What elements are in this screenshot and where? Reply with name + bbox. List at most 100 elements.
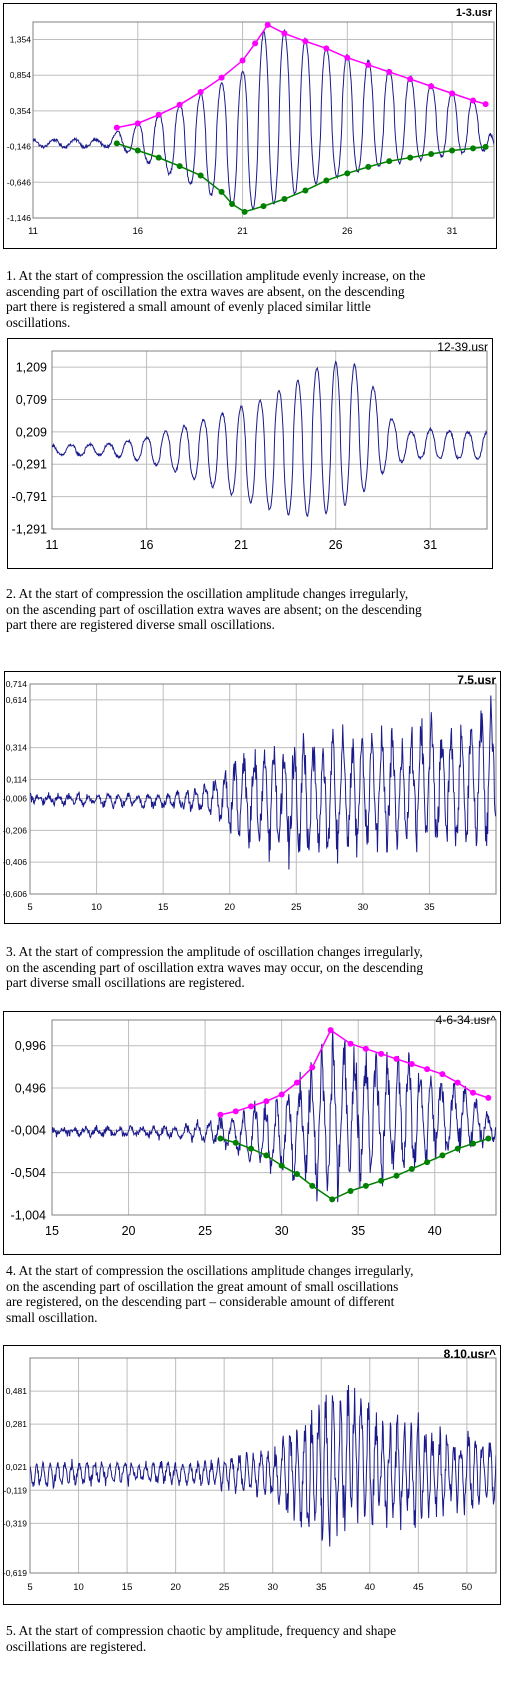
y-tick-label: 0,481 (6, 1386, 28, 1396)
x-tick-label: 30 (275, 1224, 289, 1238)
lower_envelope-point (485, 1135, 492, 1142)
y-tick-label: 0,709 (16, 393, 47, 407)
lower_envelope-point (309, 1182, 316, 1189)
lower_envelope-point (281, 196, 288, 203)
x-tick-label: 15 (122, 1582, 133, 1593)
chart-title: 8.10.usr^ (444, 1347, 496, 1361)
caption-1: 1. At the start of compression the oscil… (6, 268, 426, 330)
lower_envelope-point (470, 145, 477, 152)
y-tick-label: -0,646 (7, 177, 31, 187)
x-tick-label: 25 (219, 1582, 230, 1593)
x-tick-label: 30 (267, 1582, 278, 1593)
upper_envelope-point (428, 83, 435, 90)
plot-area (32, 21, 495, 219)
y-tick-label: 0,114 (6, 774, 27, 784)
chart-frame (3, 3, 497, 249)
x-tick-label: 10 (91, 902, 102, 913)
lower_envelope-point (347, 1187, 354, 1194)
upper_envelope-point (232, 1108, 239, 1115)
y-tick-label: -0,406 (3, 857, 27, 867)
lower_envelope-point (248, 1145, 255, 1152)
figure-1: 1,354 0,854 0,354 -0,146 -0,646 -1,146 11 16 21 2… (0, 0, 505, 330)
x-tick-label: 20 (122, 1224, 136, 1238)
y-tick-label: 0,854 (10, 70, 32, 80)
x-tick-label: 35 (351, 1224, 365, 1238)
x-tick-label: 35 (424, 902, 435, 913)
y-tick-label: 0,209 (16, 425, 47, 439)
upper_envelope-point (439, 1071, 446, 1078)
signal-line (30, 695, 496, 870)
upper_envelope-point (470, 97, 477, 104)
y-tick-label: 1,354 (10, 35, 32, 45)
x-tick-label: 40 (428, 1224, 442, 1238)
x-tick-label: 20 (170, 1582, 181, 1593)
y-tick-label: -0,504 (11, 1166, 46, 1180)
x-tick-label: 40 (365, 1582, 376, 1593)
x-tick-label: 25 (198, 1224, 212, 1238)
chart-2-svg: 1,209 0,709 0,209 -0,291 -0,791 -1,291 11 16 21 2… (7, 338, 493, 569)
chart-title: 12-39.usr (437, 340, 488, 354)
lower_envelope-point (378, 1177, 385, 1184)
lower_envelope-point (217, 1135, 224, 1142)
x-tick-label: 31 (423, 538, 437, 552)
x-tick-label: 16 (132, 226, 143, 237)
lower_envelope-point (329, 1196, 336, 1203)
lower_envelope-point (482, 143, 489, 150)
y-tick-label: 1,209 (16, 361, 47, 375)
upper_envelope-point (449, 90, 456, 97)
figure-4: 0,996 0,496 -0,004 -0,504 -1,004 15 20 25 30 35 40… (0, 1008, 505, 1348)
upper_envelope-point (393, 1055, 400, 1062)
lower_envelope-point (344, 170, 351, 177)
plot-area (29, 683, 497, 895)
upper_envelope-point (218, 74, 225, 81)
upper_envelope-point (470, 1089, 477, 1096)
upper_envelope-point (378, 1050, 385, 1057)
y-tick-label: 0,314 (6, 743, 28, 753)
signal-line (52, 1028, 496, 1203)
y-tick-label: -0,291 (12, 458, 47, 472)
lower_envelope-point (293, 1171, 300, 1178)
y-tick-label: 0,354 (10, 106, 32, 116)
lower_envelope-point (393, 1172, 400, 1179)
plot-area (51, 350, 488, 530)
x-tick-label: 31 (447, 226, 458, 237)
lower_envelope-point (454, 1145, 461, 1152)
lower_envelope-point (218, 188, 225, 195)
x-tick-label: 50 (462, 1582, 473, 1593)
upper_envelope-point (485, 1094, 492, 1101)
x-tick-label: 26 (329, 538, 343, 552)
upper_envelope-point (302, 38, 309, 45)
x-tick-label: 20 (224, 902, 235, 913)
upper_envelope-point (408, 1061, 415, 1068)
y-tick-label: -0,206 (3, 825, 27, 835)
y-tick-label: -0,146 (7, 142, 31, 152)
upper_envelope-point (482, 101, 489, 108)
x-tick-label: 5 (27, 902, 32, 913)
lower_envelope-point (113, 140, 120, 147)
upper_envelope-point (217, 1111, 224, 1118)
lower_envelope-point (362, 1182, 369, 1189)
y-tick-label: 0,996 (15, 1039, 46, 1053)
y-tick-label: -1,004 (11, 1208, 46, 1222)
chart-frame (3, 1011, 501, 1255)
lower_envelope-point (408, 1165, 415, 1172)
y-tick-label: 0,496 (15, 1081, 46, 1095)
lower_envelope-point (470, 1140, 477, 1147)
lower_envelope-point (439, 1152, 446, 1159)
upper_envelope-line (116, 23, 486, 129)
y-tick-label: -0,006 (3, 794, 27, 804)
x-tick-label: 26 (342, 226, 353, 237)
x-tick-label: 5 (27, 1582, 32, 1593)
upper_envelope-point (344, 54, 351, 61)
upper_envelope-point (386, 68, 393, 75)
lower_envelope-point (229, 201, 236, 208)
caption-2: 2. At the start of compression the oscil… (6, 586, 422, 632)
y-tick-label: -1,146 (7, 213, 31, 223)
lower_envelope-point (197, 172, 204, 179)
upper_envelope-point (263, 1098, 270, 1105)
lower_envelope-point (449, 147, 456, 154)
y-tick-label: 0,021 (6, 1462, 28, 1472)
plot-area (51, 1019, 497, 1216)
chart-frame (4, 671, 501, 924)
upper_envelope-point (264, 21, 271, 28)
